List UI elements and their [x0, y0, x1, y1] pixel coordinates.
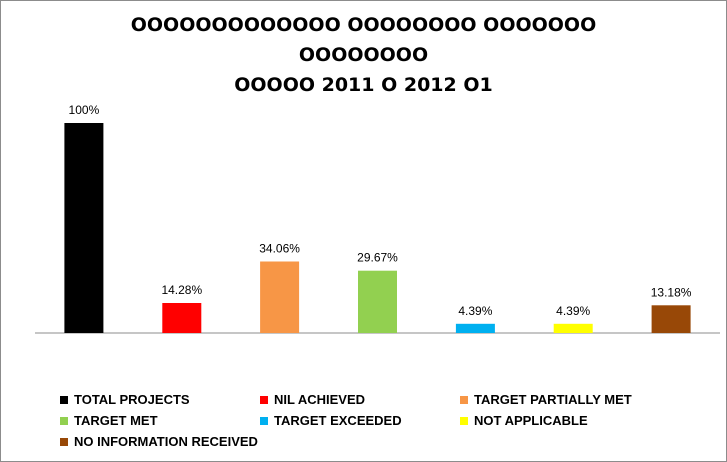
legend-swatch-3 [460, 395, 468, 404]
legend-label-4: TARGET MET [74, 413, 158, 428]
chart-title-line-3: OOOOO 2011 O 2012 O1 [234, 74, 493, 96]
legend-swatch-6 [460, 416, 468, 425]
legend-item-7: NO INFORMATION RECEIVED [60, 434, 258, 449]
chart-title-line-2: OOOOOOOO [298, 44, 429, 66]
legend-label-3: TARGET PARTIALLY MET [474, 392, 632, 407]
data-label-6: 4.39% [556, 304, 590, 318]
data-label-1: 100% [69, 103, 100, 117]
legend-item-2: NIL ACHIEVED [260, 392, 365, 407]
legend-item-4: TARGET MET [60, 413, 158, 428]
legend-swatch-1 [60, 395, 68, 404]
legend-item-3: TARGET PARTIALLY MET [460, 392, 632, 407]
data-label-5: 4.39% [458, 304, 492, 318]
legend-item-1: TOTAL PROJECTS [60, 392, 190, 407]
bar-7 [651, 305, 691, 333]
bar-2 [162, 303, 202, 333]
legend-label-5: TARGET EXCEEDED [274, 413, 402, 428]
data-label-2: 14.28% [161, 283, 202, 297]
data-label-4: 29.67% [357, 251, 398, 265]
legend-swatch-2 [260, 395, 268, 404]
bar-6 [553, 323, 593, 333]
legend-swatch-4 [60, 416, 68, 425]
legend-label-1: TOTAL PROJECTS [74, 392, 190, 407]
chart-title-line-1: OOOOOOOOOOOOO OOOOOOOO OOOOOOO [130, 14, 597, 36]
legend-swatch-5 [260, 416, 268, 425]
legend-label-6: NOT APPLICABLE [474, 413, 588, 428]
bar-4 [358, 270, 397, 333]
bar-1 [64, 123, 104, 333]
data-label-7: 13.18% [651, 285, 692, 299]
legend-label-7: NO INFORMATION RECEIVED [74, 434, 258, 449]
bar-5 [455, 323, 495, 333]
bar-3 [260, 261, 300, 333]
legend-item-5: TARGET EXCEEDED [260, 413, 402, 428]
legend-swatch-7 [60, 437, 68, 446]
legend-item-6: NOT APPLICABLE [460, 413, 588, 428]
legend-label-2: NIL ACHIEVED [274, 392, 366, 407]
data-label-3: 34.06% [259, 242, 300, 256]
